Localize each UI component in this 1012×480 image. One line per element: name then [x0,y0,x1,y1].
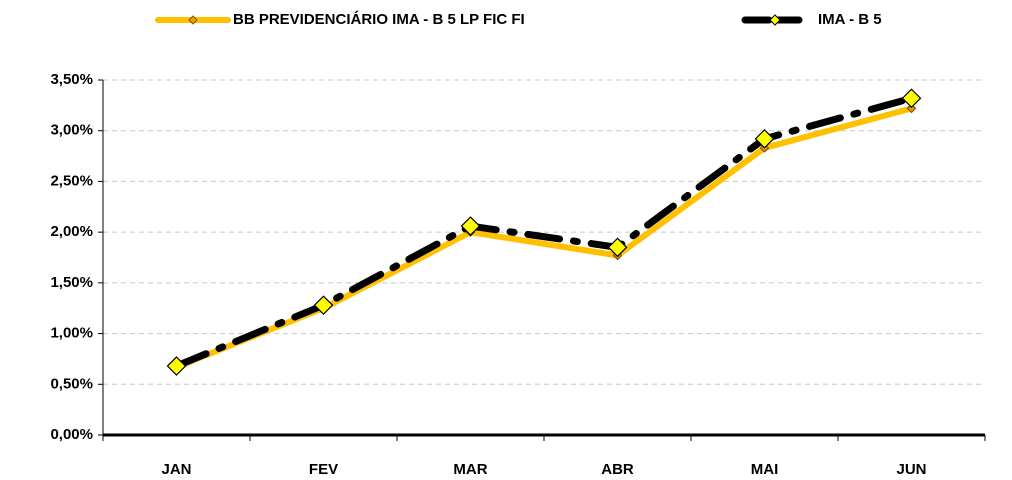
legend-marker [769,14,781,26]
point-marker [166,356,187,376]
y-tick-label: 1,00% [50,325,93,342]
point-marker [754,128,775,149]
y-tick-label: 3,50% [50,71,93,88]
x-tick-label: MAR [453,461,487,478]
x-tick-label: JUN [896,461,926,478]
point-marker [607,237,628,258]
x-tick-label: FEV [309,461,338,478]
legend-label: BB PREVIDENCIÁRIO IMA - B 5 LP FIC FI [233,11,525,28]
y-tick-label: 3,00% [50,122,93,139]
x-tick-label: ABR [601,461,634,478]
x-tick-label: MAI [751,461,779,478]
legend-label: IMA - B 5 [818,11,882,28]
y-tick-label: 0,50% [50,375,93,392]
point-marker [901,88,922,109]
legend-marker [188,15,198,25]
point-marker [460,216,481,236]
y-tick-label: 2,50% [50,172,93,189]
y-tick-label: 0,00% [50,426,93,443]
series-line [173,94,915,370]
x-tick-label: JAN [161,461,191,478]
point-marker [906,103,917,114]
y-tick-label: 2,00% [50,223,93,240]
point-marker [313,295,334,316]
y-tick-label: 1,50% [50,274,93,291]
